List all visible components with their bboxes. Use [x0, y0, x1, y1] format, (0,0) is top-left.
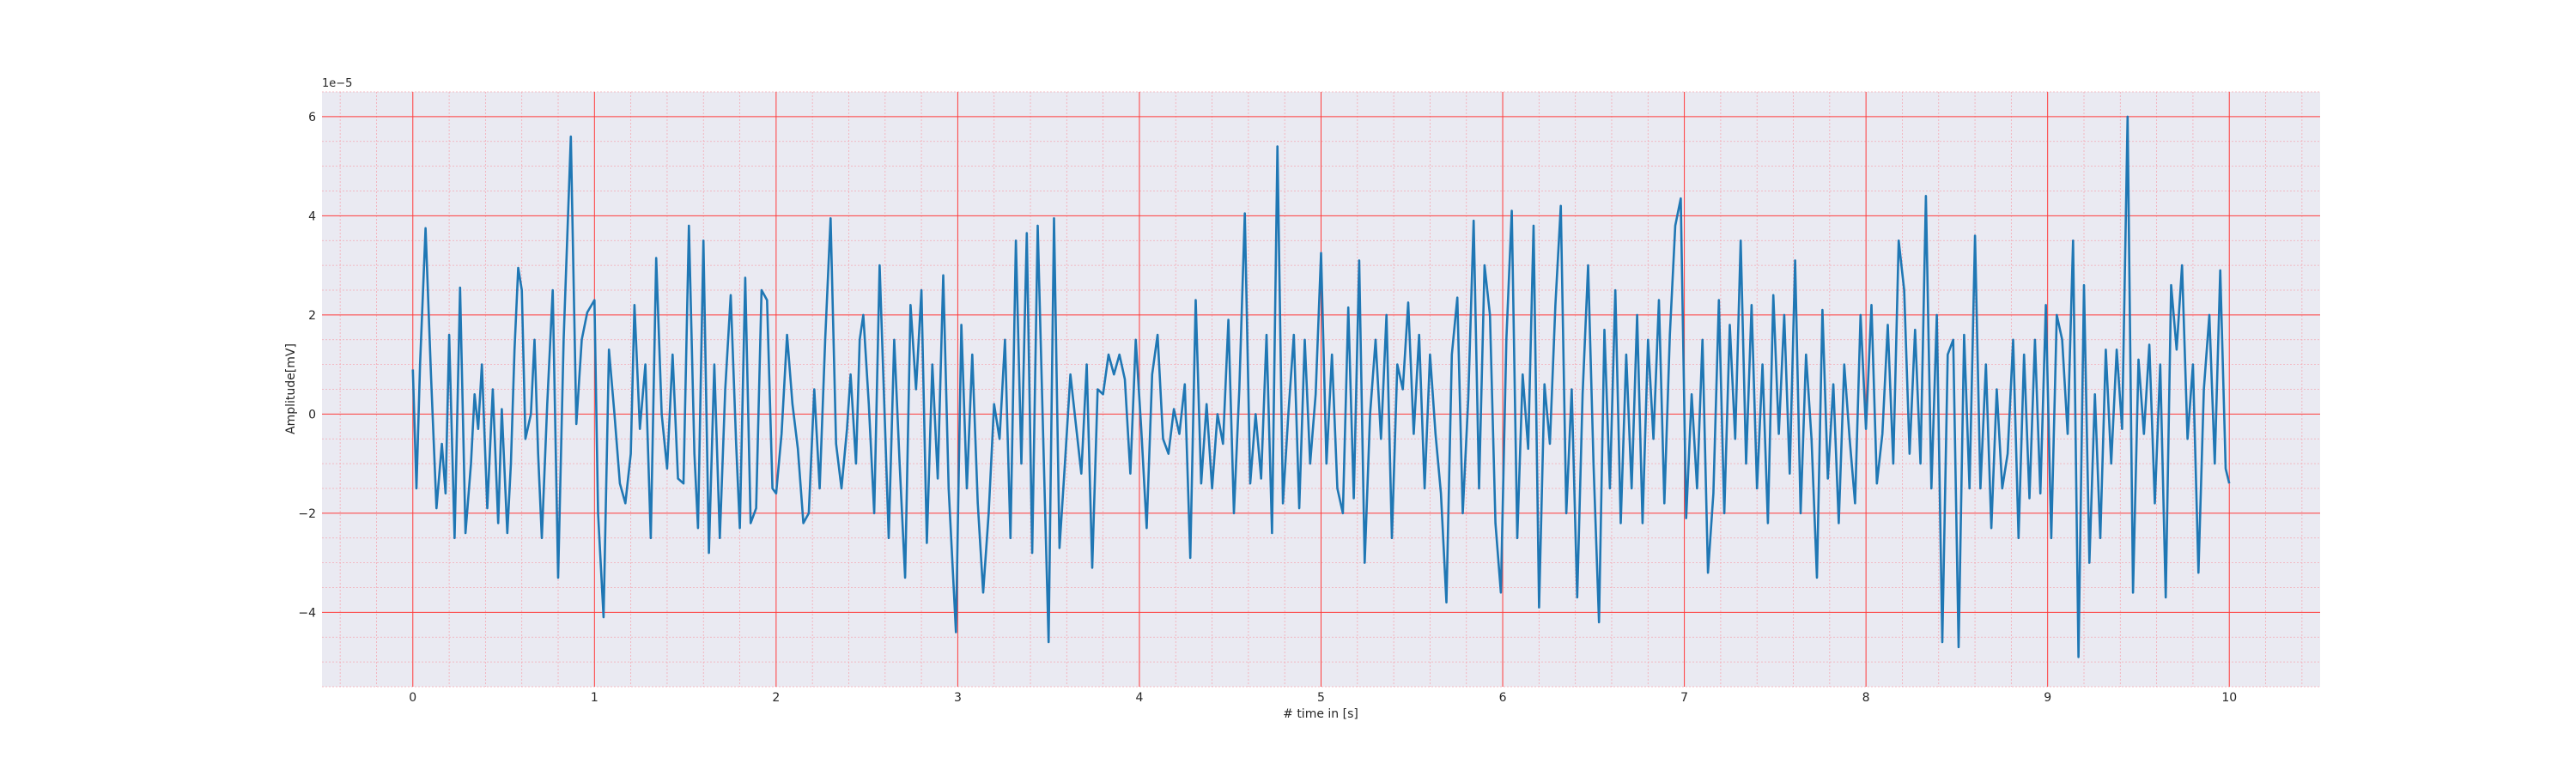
series-line — [411, 115, 2231, 658]
x-tick-label: 3 — [954, 691, 962, 705]
major-grid — [322, 92, 2320, 687]
y-offset-label: 1e−5 — [322, 77, 352, 90]
x-tick-label: 6 — [1499, 691, 1507, 705]
x-tick-label: 2 — [772, 691, 780, 705]
x-tick-labels: 0 1 2 3 4 5 6 7 8 9 10 — [409, 691, 2237, 705]
y-tick-label: 6 — [308, 111, 316, 124]
x-tick-label: 4 — [1135, 691, 1143, 705]
x-tick-label: 5 — [1317, 691, 1325, 705]
x-axis-label: # time in [s] — [1283, 707, 1358, 721]
x-tick-label: 8 — [1862, 691, 1870, 705]
y-tick-labels: −4 −2 0 2 4 6 — [298, 111, 316, 621]
x-tick-label: 9 — [2044, 691, 2051, 705]
x-tick-label: 7 — [1680, 691, 1688, 705]
y-tick-label: −4 — [298, 606, 316, 620]
minor-grid — [322, 91, 2320, 688]
x-tick-label: 0 — [409, 691, 416, 705]
y-tick-label: 0 — [308, 408, 316, 421]
y-tick-label: −2 — [298, 507, 316, 521]
x-tick-label: 1 — [591, 691, 598, 705]
y-tick-label: 4 — [308, 209, 316, 223]
y-tick-label: 2 — [308, 309, 316, 323]
y-axis-label: Amplitude[mV] — [284, 343, 298, 434]
x-tick-label: 10 — [2221, 691, 2237, 705]
